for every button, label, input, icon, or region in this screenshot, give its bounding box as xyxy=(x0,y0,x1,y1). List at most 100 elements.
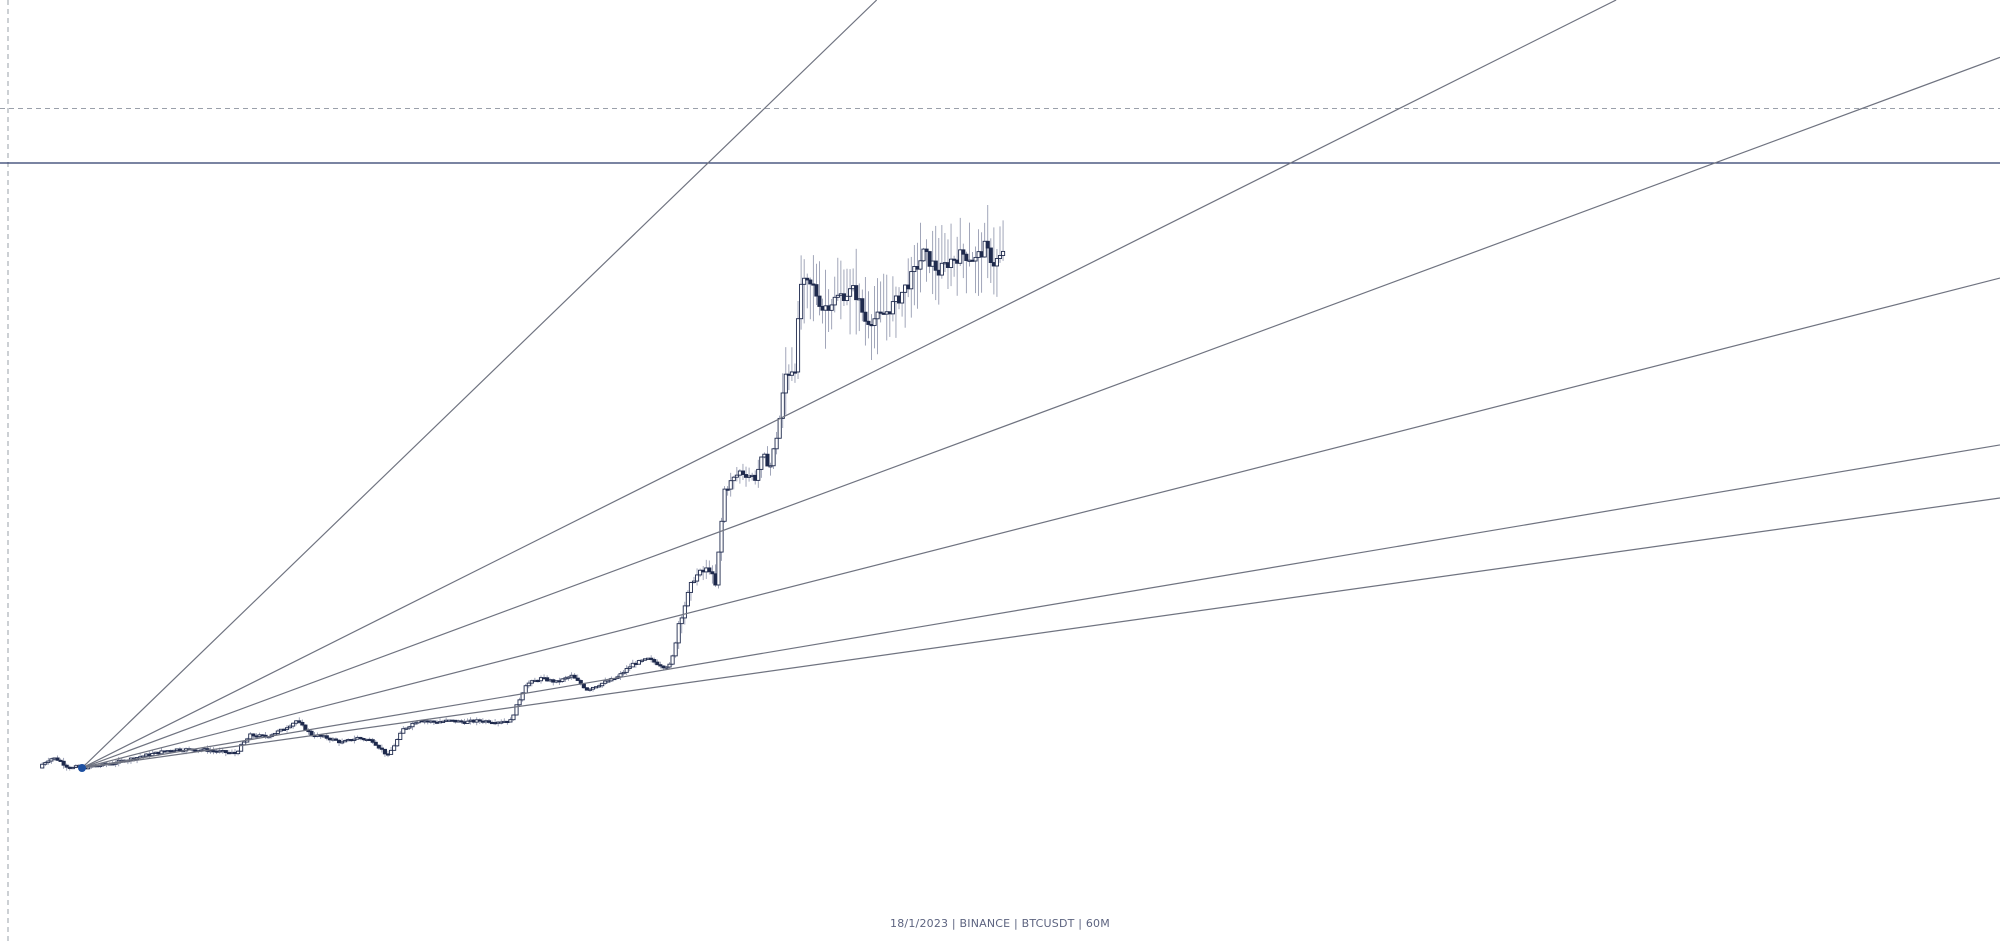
candle-body xyxy=(682,605,687,619)
candle-body xyxy=(939,262,944,276)
candle-body xyxy=(817,295,822,307)
candle-body xyxy=(783,373,788,394)
candle-body xyxy=(324,735,329,739)
candle-body xyxy=(621,671,626,675)
candle-body xyxy=(407,726,412,729)
candle-body xyxy=(924,248,929,253)
candle-body xyxy=(695,574,700,582)
fan-line-2 xyxy=(81,0,1617,769)
candle-body xyxy=(526,682,531,687)
candle-body xyxy=(860,298,865,313)
candle-body xyxy=(698,569,703,576)
candle-body xyxy=(373,741,378,746)
candle-body xyxy=(728,480,733,490)
candle-body xyxy=(508,719,513,723)
candle-body xyxy=(624,668,629,673)
candle-body xyxy=(994,258,999,267)
candle-body xyxy=(759,456,764,470)
candle-body xyxy=(985,240,990,249)
candle-body xyxy=(844,295,850,302)
candle-body xyxy=(523,685,528,694)
candle-body xyxy=(284,727,290,730)
candle-body xyxy=(725,488,730,491)
candle-body xyxy=(61,760,66,766)
candle-body xyxy=(716,551,721,586)
candle-body xyxy=(835,294,840,298)
candle-body xyxy=(670,655,675,665)
candle-body xyxy=(401,728,406,734)
candle-body xyxy=(802,277,807,285)
candle-body xyxy=(517,699,522,706)
candle-body xyxy=(734,474,739,478)
candle-body xyxy=(921,248,926,262)
candle-body xyxy=(177,748,182,751)
candle-body xyxy=(768,465,773,468)
candle-body xyxy=(597,685,602,688)
candle-body xyxy=(248,733,253,740)
candle-body xyxy=(961,249,966,255)
fan-line-4 xyxy=(81,277,2000,769)
candle-body xyxy=(997,255,1003,259)
candle-body xyxy=(566,676,571,679)
fan-line-5 xyxy=(81,444,2000,769)
candle-body xyxy=(70,767,75,770)
candle-body xyxy=(43,762,48,765)
candle-body xyxy=(300,721,305,726)
candle-body xyxy=(600,682,605,687)
candle-body xyxy=(379,747,384,750)
candle-body xyxy=(288,725,293,729)
candle-body xyxy=(572,674,577,679)
candle-body xyxy=(685,591,690,607)
candle-body xyxy=(382,748,387,755)
candle-body xyxy=(890,301,895,315)
candle-body xyxy=(239,744,244,752)
candle-body xyxy=(740,470,746,475)
candle-body xyxy=(587,688,593,691)
candle-body xyxy=(46,760,51,764)
candle-body xyxy=(236,750,241,755)
candle-body xyxy=(652,659,657,663)
candle-body xyxy=(765,453,770,467)
candle-body xyxy=(774,437,779,450)
candle-body xyxy=(55,757,60,761)
fan-line-6 xyxy=(81,497,2000,769)
candle-body xyxy=(343,740,348,743)
candle-body xyxy=(649,657,654,660)
candle-body xyxy=(676,623,681,644)
candle-body xyxy=(710,571,715,575)
candle-body xyxy=(875,311,880,320)
candle-body xyxy=(630,662,635,668)
candle-body xyxy=(780,392,785,419)
candle-body xyxy=(627,666,632,669)
candle-body xyxy=(272,732,277,736)
candle-body xyxy=(756,468,761,481)
candle-body xyxy=(691,580,697,583)
candle-body xyxy=(927,251,932,267)
candle-body xyxy=(389,749,394,755)
candle-body xyxy=(1001,250,1006,256)
candle-body xyxy=(829,304,834,311)
candle-body xyxy=(297,720,302,723)
fan-line-1 xyxy=(81,0,878,769)
candle-body xyxy=(398,732,403,740)
candle-body xyxy=(771,448,776,467)
candle-body xyxy=(964,253,969,261)
candle-body xyxy=(909,271,914,290)
candle-body xyxy=(431,720,436,723)
candle-body xyxy=(333,738,339,741)
candle-body xyxy=(777,417,782,439)
candle-body xyxy=(486,720,492,723)
candle-body xyxy=(520,692,525,701)
candle-body xyxy=(581,683,586,689)
candle-body xyxy=(511,714,516,721)
candle-body xyxy=(848,288,853,297)
chart-caption: 18/1/2023 | BINANCE | BTCUSDT | 60M xyxy=(890,917,1110,930)
candle-body xyxy=(465,720,470,724)
candle-body xyxy=(688,582,693,593)
candle-body xyxy=(441,720,446,723)
candle-body xyxy=(40,763,45,769)
candle-body xyxy=(352,738,357,741)
candle-body xyxy=(731,476,736,482)
